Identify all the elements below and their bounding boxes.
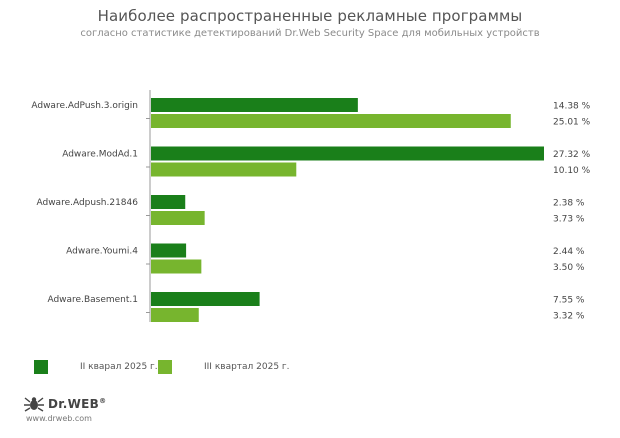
data-label: 10.10 %: [553, 166, 591, 176]
logo-brand: Dr.WEB®: [48, 397, 107, 411]
bar: [151, 114, 511, 128]
category-label: Adware.AdPush.3.origin: [31, 101, 138, 111]
data-label: 14.38 %: [553, 102, 591, 112]
category-label: Adware.Youmi.4: [66, 247, 138, 257]
logo-url: www.drweb.com: [26, 414, 92, 423]
legend-item-q2: II кварал 2025 г.: [34, 360, 158, 374]
drweb-logo: Dr.WEB® www.drweb.com: [24, 396, 106, 426]
bar: [151, 211, 205, 225]
data-label: 2.44 %: [553, 247, 585, 257]
data-label: 25.01 %: [553, 118, 591, 128]
category-label: Adware.Adpush.21846: [36, 198, 138, 208]
category-label: Adware.Basement.1: [47, 295, 138, 305]
bar: [151, 292, 260, 306]
bar: [151, 195, 186, 209]
chart-title: Наиболее распространенные рекламные прог…: [97, 7, 523, 25]
spider-icon: [24, 397, 44, 412]
legend-label-q2: II кварал 2025 г.: [80, 362, 158, 372]
legend-swatch-q2: [34, 360, 48, 374]
bar: [151, 243, 187, 258]
data-label: 27.32 %: [553, 150, 591, 160]
chart-subtitle: согласно статистике детектирований Dr.We…: [80, 28, 540, 39]
bar: [151, 259, 202, 274]
data-label: 3.73 %: [553, 215, 585, 225]
legend-swatch-q3: [158, 360, 172, 374]
legend-item-q3: III квартал 2025 г.: [158, 360, 290, 374]
category-label: Adware.ModAd.1: [62, 150, 138, 160]
data-label: 3.32 %: [553, 312, 585, 322]
data-label: 3.50 %: [553, 263, 585, 273]
data-label: 2.38 %: [553, 199, 585, 209]
bar: [151, 308, 199, 322]
data-label: 7.55 %: [553, 296, 585, 306]
bar: [151, 162, 297, 177]
bar: [151, 98, 358, 112]
bar: [151, 146, 544, 161]
legend-label-q3: III квартал 2025 г.: [204, 362, 290, 372]
